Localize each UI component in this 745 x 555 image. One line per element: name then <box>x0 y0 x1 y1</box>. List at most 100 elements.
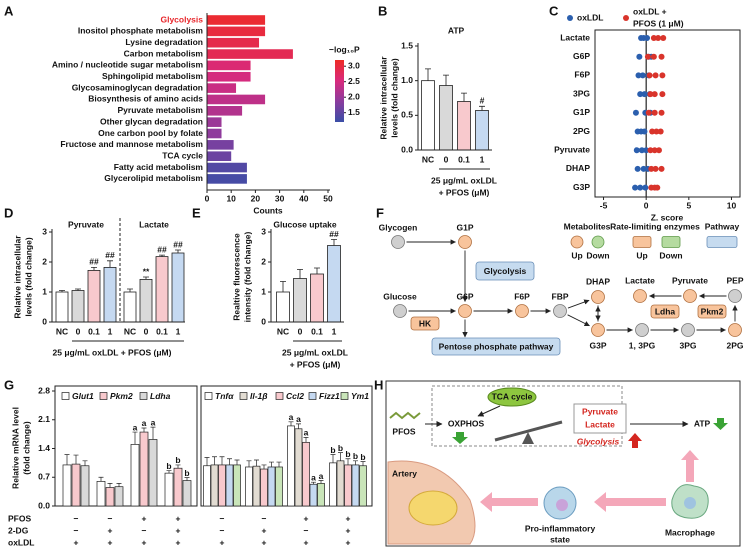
condition-sign: + <box>262 525 267 535</box>
legend-marker <box>567 15 573 21</box>
x-axis-label: Counts <box>253 205 283 215</box>
bar <box>302 441 310 507</box>
dot <box>645 109 652 116</box>
metabolite-node <box>683 289 697 303</box>
x-tick-label: 10 <box>727 200 737 210</box>
condition-sign: + <box>346 537 351 547</box>
dot <box>637 184 644 191</box>
x-tick-label: 0 <box>76 326 81 336</box>
error-bar <box>297 269 303 279</box>
category-label: G6P <box>573 51 590 61</box>
dot <box>641 91 648 98</box>
bar <box>218 464 226 507</box>
error-bar <box>261 464 267 470</box>
dot <box>657 128 664 135</box>
condition-sign: + <box>74 537 79 547</box>
metabolite-box <box>573 403 627 434</box>
error-bar <box>345 458 351 465</box>
bar <box>105 487 115 507</box>
legend-label: Fizz1 <box>319 391 340 401</box>
error-bar <box>107 483 113 488</box>
condition-sign: + <box>304 513 309 523</box>
bar <box>182 480 192 507</box>
error-bar <box>276 461 282 467</box>
bar <box>210 464 219 507</box>
bar <box>336 460 345 507</box>
bar <box>309 483 318 507</box>
panel-letter: B <box>378 3 387 18</box>
dot <box>647 147 654 154</box>
pathway-box <box>475 261 535 281</box>
legend-marker <box>632 236 652 248</box>
bar <box>96 481 106 507</box>
bar <box>207 151 232 161</box>
significance-label: b <box>184 468 189 478</box>
pathway-box <box>697 304 727 319</box>
legend-marker <box>623 15 629 21</box>
x-tick-label: 0 <box>444 154 449 164</box>
legend-label: Up <box>636 250 647 260</box>
dot <box>632 184 639 191</box>
bar <box>139 431 149 507</box>
dot <box>641 128 648 135</box>
metabolite-label: Pyruvate <box>672 275 708 285</box>
x-tick-label: NC <box>277 326 289 336</box>
error-bar <box>269 461 274 467</box>
error-bar <box>318 480 324 484</box>
x-tick-label: 5 <box>686 200 691 210</box>
error-bar <box>204 457 210 466</box>
bar <box>245 466 253 507</box>
bar <box>103 266 117 323</box>
panel-letter: H <box>374 377 383 392</box>
y-tick-label: 0.0 <box>38 500 50 510</box>
metabolite-node <box>728 289 742 303</box>
x-tick-label: 0.1 <box>88 326 100 336</box>
x-tick-label: 1 <box>480 154 485 164</box>
chart-title: ATP <box>448 25 465 35</box>
legend-label: Tnfα <box>215 391 234 401</box>
significance-label: # <box>480 96 485 106</box>
bar <box>207 174 247 184</box>
condition-sign: − <box>74 525 79 535</box>
bar <box>293 278 307 323</box>
x-tick-label: 0 <box>644 200 649 210</box>
condition-sign: + <box>176 525 181 535</box>
legend-label: Ym1 <box>351 391 369 401</box>
x-tick-label: 30 <box>275 193 285 203</box>
arrow <box>567 299 590 309</box>
significance-label: b <box>345 449 350 459</box>
tca-cycle <box>487 387 537 407</box>
plot-frame <box>594 29 741 198</box>
category-label: Lysine degradation <box>125 37 203 47</box>
pink-arrow <box>681 450 699 482</box>
error-bar <box>296 423 301 429</box>
atp-label: ATP <box>694 418 711 428</box>
x-tick-label: 20 <box>251 193 261 203</box>
category-label: Amino / nucleotide sugar metabolism <box>52 60 204 70</box>
metabolite-node <box>393 304 407 318</box>
dot <box>651 147 658 154</box>
error-bar <box>443 74 449 86</box>
y-tick-label: 0 <box>261 316 266 326</box>
y-axis-label: Relative intracellular <box>378 56 388 140</box>
category-label: F6P <box>574 70 590 80</box>
category-label: G1P <box>573 107 590 117</box>
x-tick-label: 0.1 <box>311 326 323 336</box>
dot <box>644 53 651 60</box>
pyruvate-label: Pyruvate <box>582 406 618 416</box>
condition-sign: − <box>142 525 147 535</box>
error-bar <box>132 431 138 445</box>
metabolite-node <box>633 289 647 303</box>
metabolite-label: Lactate <box>625 275 655 285</box>
y-tick-label: 2.1 <box>38 414 50 424</box>
bar <box>173 467 183 507</box>
condition-name: oxLDL <box>8 537 34 547</box>
dot <box>652 165 659 172</box>
x-axis-label: 25 μg/mL oxLDL <box>282 347 348 357</box>
dot <box>637 91 644 98</box>
x-tick-label: 40 <box>299 193 309 203</box>
condition-sign: + <box>262 537 267 547</box>
y-axis-label: Realtive fluorescence <box>231 233 241 321</box>
dot <box>639 72 646 79</box>
bar <box>421 80 435 151</box>
